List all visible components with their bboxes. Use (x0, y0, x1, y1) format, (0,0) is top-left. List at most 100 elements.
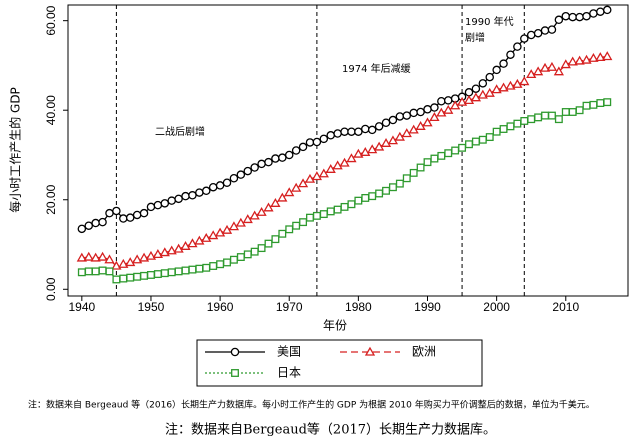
plot-frame (67, 4, 629, 297)
data-point (596, 99, 605, 107)
data-point (223, 258, 231, 267)
data-point (229, 255, 238, 264)
data-point (394, 131, 405, 141)
data-point (347, 200, 356, 209)
data-point (153, 200, 163, 210)
data-point (602, 51, 613, 61)
data-point (112, 206, 121, 216)
data-point (173, 243, 184, 253)
data-point (423, 105, 432, 114)
data-point (98, 217, 107, 227)
legend (196, 339, 483, 387)
data-point (221, 224, 233, 234)
data-point (326, 207, 335, 216)
data-point (250, 247, 259, 256)
data-point (285, 225, 294, 234)
data-point (499, 125, 508, 133)
data-point (401, 128, 412, 138)
data-point (395, 179, 404, 188)
data-point (132, 210, 142, 220)
data-point (284, 150, 294, 160)
data-point (236, 253, 245, 262)
data-point (402, 111, 412, 120)
data-point (589, 100, 598, 109)
data-point (444, 149, 453, 158)
data-point (249, 210, 260, 220)
data-point (146, 202, 156, 212)
data-point (560, 59, 571, 69)
annotation: 1990 年代 (465, 15, 514, 28)
legend-label: 欧洲 (412, 345, 436, 359)
data-point (152, 249, 163, 259)
data-point (367, 125, 377, 135)
data-point (478, 135, 487, 144)
data-point (402, 174, 411, 183)
data-point (582, 101, 591, 110)
data-point (256, 206, 267, 216)
data-point (492, 65, 501, 75)
note: 注：数据来自Bergeaud等（2017）长期生产力数据库。 (165, 422, 496, 438)
legend-label: 美国 (277, 345, 301, 359)
x-tick-label: 1990 (414, 300, 441, 314)
y-tick-label: 40.00 (44, 95, 58, 125)
data-point (216, 260, 225, 269)
data-point (465, 140, 473, 149)
data-point (471, 137, 480, 146)
data-point (388, 183, 397, 192)
data-point (547, 25, 557, 34)
x-tick-label: 1940 (68, 300, 95, 314)
data-point (319, 210, 328, 219)
data-point (375, 189, 384, 198)
data-point (181, 266, 190, 275)
data-point (139, 208, 149, 218)
data-point (304, 173, 316, 183)
data-point (575, 12, 584, 22)
legend-marker (230, 347, 240, 357)
data-point (195, 264, 204, 273)
x-axis-title: 年份 (323, 319, 347, 333)
data-point (471, 84, 481, 93)
data-point (132, 254, 143, 264)
x-tick-label: 1950 (138, 300, 165, 314)
data-point (83, 251, 94, 261)
data-point (416, 107, 425, 117)
data-point (484, 87, 495, 97)
data-point (512, 78, 523, 88)
data-point (464, 88, 474, 97)
data-point (603, 5, 612, 15)
data-point (595, 52, 606, 62)
data-point (451, 146, 460, 155)
data-point (250, 163, 259, 172)
data-point (437, 151, 446, 160)
data-point (208, 230, 219, 240)
data-point (188, 265, 197, 274)
data-point (381, 118, 391, 127)
data-point (506, 122, 515, 131)
data-point (443, 104, 454, 114)
data-point (271, 235, 280, 244)
data-point (373, 141, 385, 151)
data-point (561, 11, 571, 21)
data-point (284, 187, 295, 197)
data-point (332, 160, 343, 170)
data-point (145, 250, 157, 260)
data-point (561, 108, 570, 116)
data-point (112, 275, 121, 284)
data-point (222, 178, 232, 187)
data-point (519, 76, 530, 86)
data-point (361, 194, 370, 202)
data-point (77, 224, 87, 234)
data-point (485, 72, 494, 82)
data-point (388, 115, 398, 125)
data-point (588, 52, 599, 62)
x-tick-label: 2000 (483, 300, 510, 314)
data-point (409, 108, 418, 118)
x-tick-label: 1980 (345, 300, 372, 314)
data-point (520, 117, 529, 125)
data-point (408, 124, 419, 134)
data-point (498, 82, 509, 92)
data-point (125, 257, 136, 267)
data-point (395, 112, 405, 121)
data-point (548, 111, 556, 120)
data-point (202, 263, 211, 272)
